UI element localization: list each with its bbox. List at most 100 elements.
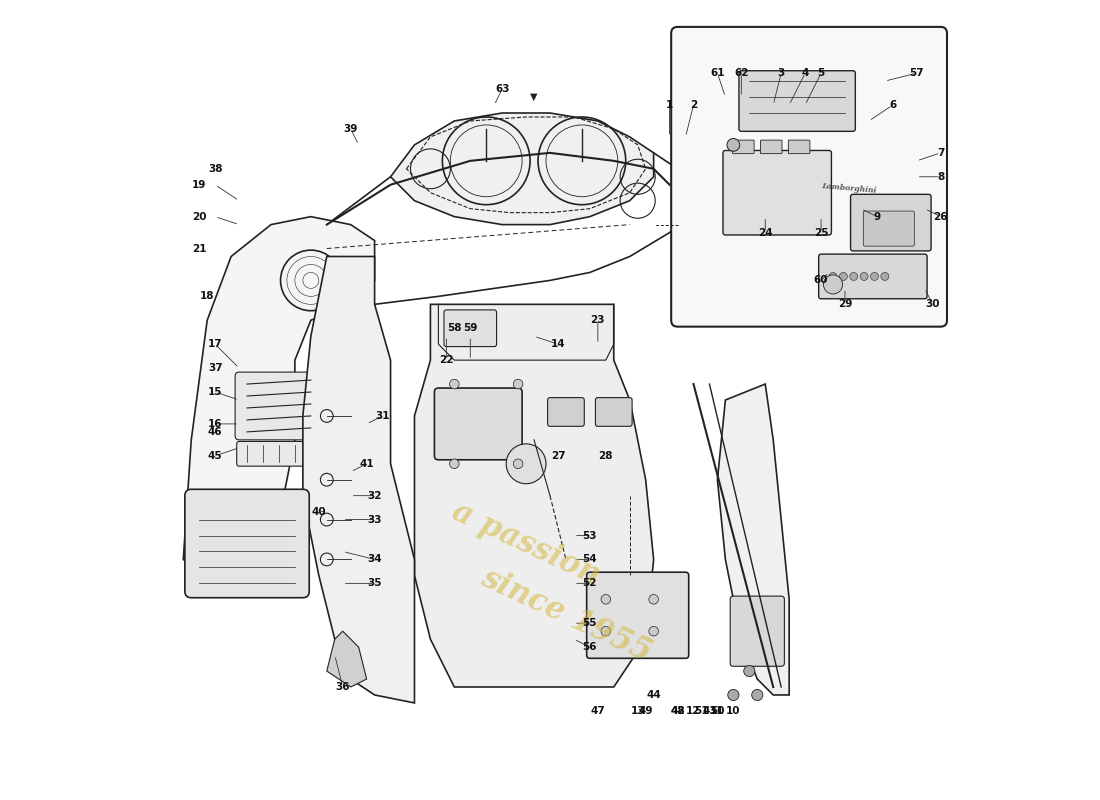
FancyBboxPatch shape — [850, 194, 931, 251]
FancyBboxPatch shape — [818, 254, 927, 298]
Circle shape — [728, 690, 739, 701]
Text: 34: 34 — [367, 554, 382, 565]
Text: 40: 40 — [311, 506, 326, 517]
Text: 38: 38 — [208, 164, 222, 174]
FancyBboxPatch shape — [864, 211, 914, 246]
Text: 50: 50 — [711, 706, 725, 716]
Text: 57: 57 — [910, 68, 924, 78]
Circle shape — [450, 459, 459, 469]
FancyBboxPatch shape — [444, 310, 496, 346]
PathPatch shape — [415, 304, 653, 687]
Text: 14: 14 — [551, 339, 565, 349]
Text: 4: 4 — [802, 68, 808, 78]
Circle shape — [829, 273, 837, 281]
PathPatch shape — [184, 217, 375, 583]
Text: 2: 2 — [690, 100, 697, 110]
Text: 19: 19 — [192, 180, 207, 190]
Circle shape — [850, 273, 858, 281]
Text: 5: 5 — [817, 68, 825, 78]
Text: 26: 26 — [934, 212, 948, 222]
FancyBboxPatch shape — [723, 150, 832, 235]
Text: 43: 43 — [702, 706, 717, 716]
Text: 54: 54 — [583, 554, 597, 565]
FancyBboxPatch shape — [185, 490, 309, 598]
PathPatch shape — [302, 257, 415, 703]
Circle shape — [649, 594, 659, 604]
Text: 15: 15 — [208, 387, 222, 397]
Text: 44: 44 — [647, 690, 661, 700]
FancyBboxPatch shape — [760, 140, 782, 154]
Text: 28: 28 — [598, 451, 613, 461]
Text: 25: 25 — [814, 227, 828, 238]
Circle shape — [860, 273, 868, 281]
Text: 53: 53 — [583, 530, 597, 541]
Text: 8: 8 — [937, 172, 944, 182]
Text: 9: 9 — [873, 212, 880, 222]
Text: 12: 12 — [686, 706, 701, 716]
FancyBboxPatch shape — [434, 388, 522, 460]
FancyBboxPatch shape — [730, 596, 784, 666]
PathPatch shape — [717, 384, 789, 695]
Text: 24: 24 — [758, 227, 772, 238]
Text: 16: 16 — [208, 419, 222, 429]
Text: 1: 1 — [666, 100, 673, 110]
Text: 47: 47 — [591, 706, 605, 716]
Text: 23: 23 — [591, 315, 605, 326]
Text: 17: 17 — [208, 339, 222, 349]
Text: since 1955: since 1955 — [476, 562, 656, 668]
FancyBboxPatch shape — [548, 398, 584, 426]
Text: 27: 27 — [551, 451, 565, 461]
FancyBboxPatch shape — [671, 27, 947, 326]
Circle shape — [514, 379, 522, 389]
FancyBboxPatch shape — [586, 572, 689, 658]
Text: 37: 37 — [208, 363, 222, 373]
Text: a passion: a passion — [447, 496, 605, 591]
Text: 11: 11 — [711, 706, 725, 716]
Circle shape — [514, 459, 522, 469]
Text: 49: 49 — [638, 706, 653, 716]
Text: 39: 39 — [343, 124, 358, 134]
Text: 61: 61 — [711, 68, 725, 78]
Circle shape — [751, 690, 763, 701]
Text: 32: 32 — [367, 490, 382, 501]
Text: 45: 45 — [208, 451, 222, 461]
Circle shape — [601, 594, 610, 604]
Text: 35: 35 — [367, 578, 382, 588]
Text: 29: 29 — [838, 299, 853, 310]
Text: 62: 62 — [734, 68, 749, 78]
Circle shape — [744, 666, 755, 677]
Circle shape — [727, 138, 739, 151]
Text: 20: 20 — [192, 212, 207, 222]
Text: 33: 33 — [367, 514, 382, 525]
Circle shape — [649, 626, 659, 636]
Circle shape — [824, 275, 843, 294]
Text: 31: 31 — [375, 411, 389, 421]
Text: 22: 22 — [439, 355, 453, 365]
FancyBboxPatch shape — [739, 70, 856, 131]
Text: 30: 30 — [925, 299, 939, 310]
FancyBboxPatch shape — [235, 372, 322, 440]
FancyBboxPatch shape — [789, 140, 810, 154]
Text: 7: 7 — [937, 148, 944, 158]
PathPatch shape — [390, 113, 653, 225]
Text: 41: 41 — [360, 458, 374, 469]
Text: 48: 48 — [670, 706, 685, 716]
Text: 56: 56 — [583, 642, 597, 652]
Text: 55: 55 — [583, 618, 597, 628]
Text: 18: 18 — [200, 291, 214, 302]
Text: 10: 10 — [726, 706, 740, 716]
Text: 13: 13 — [630, 706, 645, 716]
FancyBboxPatch shape — [595, 398, 632, 426]
Circle shape — [506, 444, 546, 484]
Text: 52: 52 — [583, 578, 597, 588]
Text: Lamborghini: Lamborghini — [821, 182, 877, 194]
Text: 63: 63 — [495, 84, 509, 94]
Text: 60: 60 — [814, 275, 828, 286]
FancyBboxPatch shape — [236, 442, 321, 466]
Circle shape — [601, 626, 610, 636]
Circle shape — [450, 379, 459, 389]
Circle shape — [839, 273, 847, 281]
Text: 59: 59 — [463, 323, 477, 334]
PathPatch shape — [327, 631, 366, 687]
Text: ▼: ▼ — [530, 92, 538, 102]
